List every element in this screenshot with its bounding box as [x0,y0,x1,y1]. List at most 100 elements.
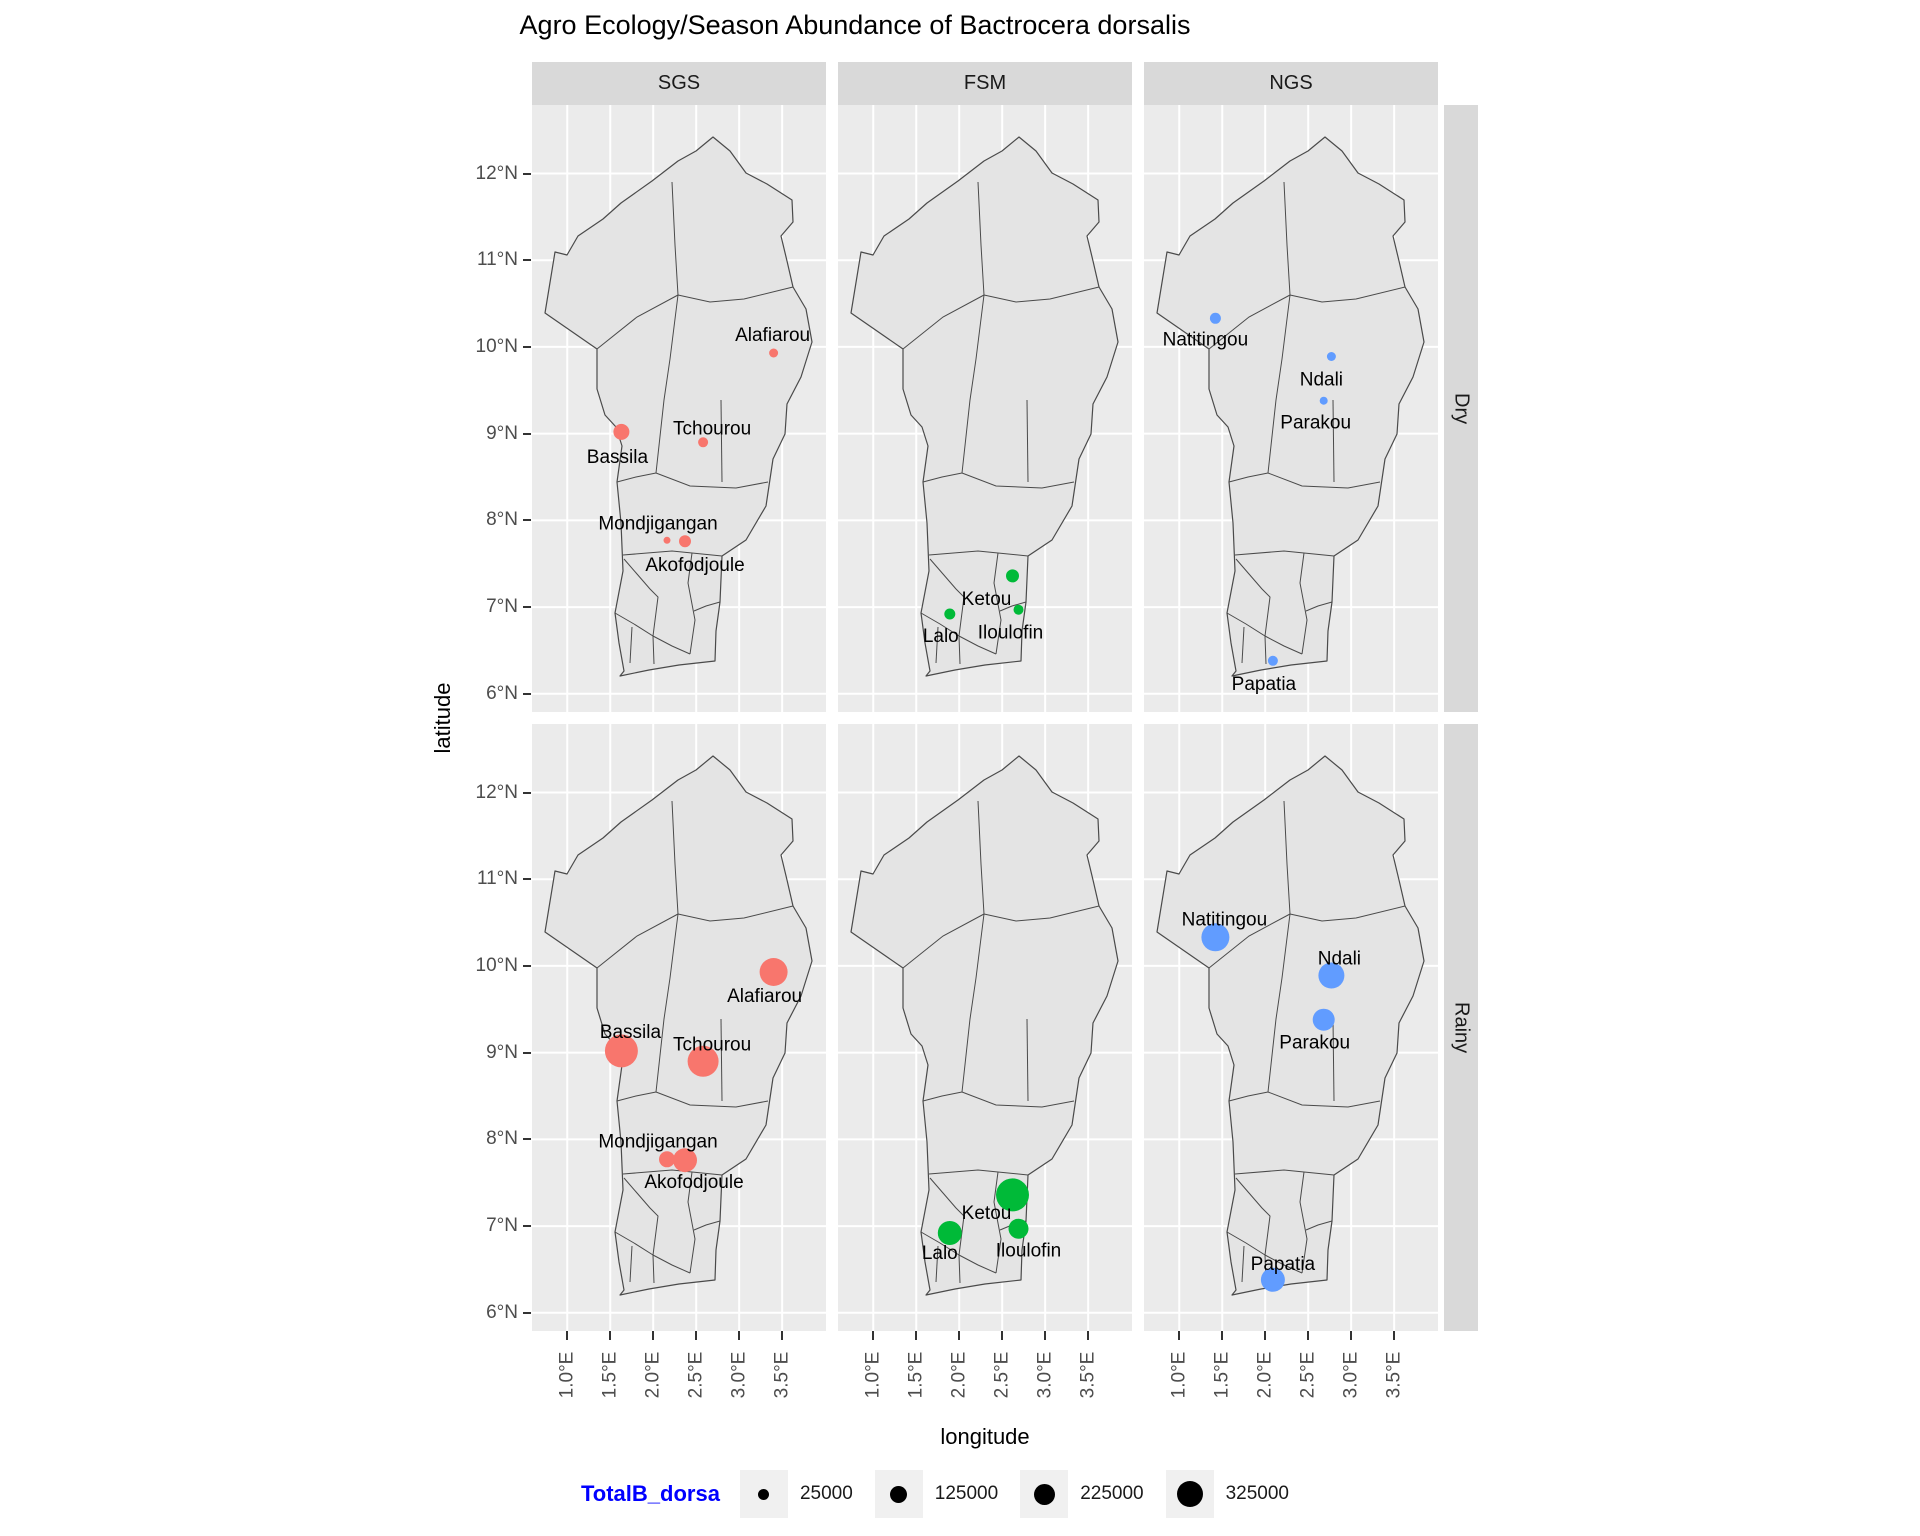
benin-department-border [655,913,679,1093]
site-point-akofodjoule [673,1148,697,1173]
y-tick-mark [523,1051,531,1054]
y-tick-label: 6°N [486,1301,518,1323]
benin-department-border [1228,1091,1269,1102]
x-tick-label-text: 3.0°E [1034,1351,1056,1399]
benin-department-border [961,294,985,474]
x-axis-title: longitude [940,1424,1030,1449]
x-tick-mark [609,1331,612,1340]
benin-department-border [935,1245,939,1283]
benin-department-border [1267,913,1291,1093]
benin-department-border [1332,1018,1335,1102]
benin-department-border [983,905,1100,922]
benin-department-border [958,635,997,655]
site-point-iloulofin [1008,1218,1029,1239]
facet-strip-col-sgs: SGS [532,62,826,105]
site-point-natitingou [1209,312,1221,324]
benin-department-border [1283,181,1291,296]
legend-entry-label: 125000 [934,1483,999,1504]
site-point-lalo [937,1221,962,1245]
y-tick-label: 11°N [476,868,518,890]
x-tick-mark [1087,1331,1090,1340]
benin-department-border [977,800,985,915]
x-tick-mark [738,1331,741,1340]
benin-department-border [616,1091,657,1102]
size-dot-icon [758,1488,770,1500]
y-tick-label: 12°N [475,162,518,184]
site-point-alafiarou [769,348,779,358]
benin-department-border [1235,1177,1271,1284]
y-tick-label: 6°N [486,682,518,704]
benin-department-border [687,552,696,655]
benin-department-border [677,286,794,303]
benin-department-border [1299,552,1308,655]
x-tick-label-text: 2.0°E [642,1351,664,1399]
site-label-bassila: Bassila [600,1022,662,1043]
site-label-mondjigangan: Mondjigangan [598,513,717,534]
y-tick-mark [523,692,531,695]
legend-entries: 25000 125000 225000 325000 [739,1470,1289,1518]
y-tick-label: 8°N [486,509,518,531]
x-tick-mark [1264,1331,1267,1340]
x-tick-label-text: 1.0°E [556,1351,578,1399]
benin-department-border [1241,1245,1245,1283]
benin-department-border [671,181,679,296]
facet-strip-row-label: Rainy [1450,1001,1473,1054]
site-label-alafiarou: Alafiarou [727,986,802,1007]
y-tick-mark [523,432,531,435]
panel-sgs-dry: Bassila Tchourou Alafiarou Mondjigangan Akof… [532,105,826,712]
x-tick-label-text: 3.5°E [1077,1351,1099,1399]
facet-strip-row-rainy: Rainy [1444,724,1478,1331]
legend-entry: 25000 [739,1470,853,1518]
site-point-akofodjoule [679,535,691,548]
benin-department-border [920,1231,960,1256]
site-point-ketou [1006,569,1019,583]
x-tick-mark [1001,1331,1004,1340]
y-tick-mark [523,1138,531,1141]
y-tick-label: 9°N [486,1041,518,1063]
benin-department-border [720,399,723,483]
benin-department-border [1226,1231,1266,1256]
x-tick-label-text: 2.5°E [685,1351,707,1399]
y-tick-label: 7°N [486,1215,518,1237]
benin-department-border [922,1091,963,1102]
size-dot-icon [890,1485,908,1503]
benin-department-border [1208,913,1291,969]
site-label-tchourou: Tchourou [673,1034,751,1055]
x-tick-label-text: 2.5°E [991,1351,1013,1399]
x-tick-mark [1350,1331,1353,1340]
benin-department-border [1289,286,1406,303]
benin-department-border [655,1091,769,1108]
benin-department-border [928,550,1029,557]
legend-entry-label: 325000 [1225,1483,1289,1504]
site-point-mondjigangan [663,536,671,544]
site-point-alafiarou [759,958,788,986]
benin-department-border [1026,399,1029,483]
benin-department-border [1267,472,1381,489]
benin-department-border [1241,626,1245,664]
site-label-akofodjoule: Akofodjoule [645,555,744,576]
benin-department-border [629,1245,633,1283]
site-label-bassila: Bassila [587,447,649,468]
benin-department-border [993,552,1002,655]
legend-key-circle-icon [1020,1470,1069,1518]
benin-department-border [958,1254,997,1274]
benin-department-border [596,913,679,969]
benin-department-border [614,612,654,637]
site-label-lalo: Lalo [922,1243,958,1264]
x-tick-mark [566,1331,569,1340]
site-point-papatia [1267,655,1278,666]
benin-department-border [629,626,633,664]
benin-department-border [1289,905,1406,922]
y-tick-label: 11°N [476,249,518,271]
y-tick-label: 10°N [475,335,518,357]
site-label-iloulofin: Iloulofin [996,1241,1062,1262]
benin-department-border [655,294,679,474]
benin-department-border [614,1231,654,1256]
facet-strip-col-fsm: FSM [838,62,1132,105]
benin-department-border [623,1177,659,1284]
benin-department-border [1228,472,1269,483]
site-label-tchourou: Tchourou [673,418,751,439]
benin-department-border [622,550,723,557]
benin-department-border [902,913,985,969]
